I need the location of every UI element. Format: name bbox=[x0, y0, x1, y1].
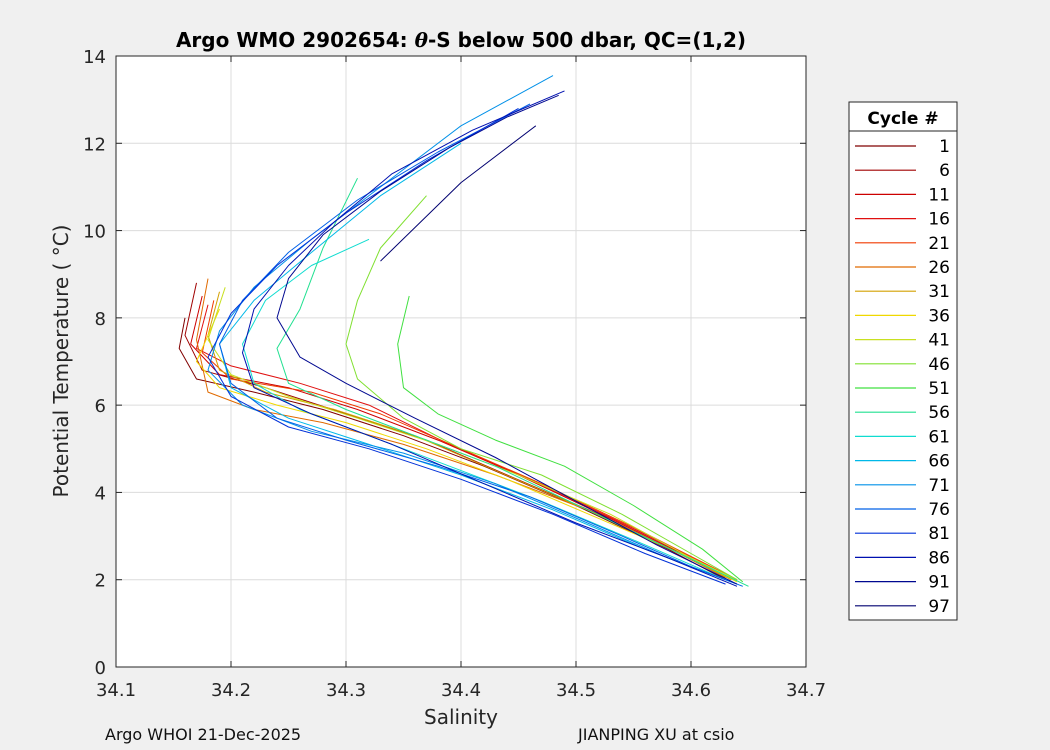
x-tick-label: 34.1 bbox=[96, 680, 136, 701]
legend-title: Cycle # bbox=[867, 109, 938, 129]
legend-label: 76 bbox=[928, 500, 950, 520]
legend-label: 41 bbox=[928, 331, 950, 351]
legend-label: 21 bbox=[928, 234, 950, 254]
legend: Cycle # 16111621263136414651566166717681… bbox=[848, 101, 958, 621]
legend-label: 6 bbox=[939, 161, 950, 181]
legend-label: 51 bbox=[928, 379, 950, 399]
y-tick-label: 12 bbox=[83, 134, 106, 155]
legend-label: 16 bbox=[928, 210, 950, 230]
axis-ticks: 34.1 34.2 34.3 34.4 34.5 34.6 34.7 0 2 4 6 8 10 12 14 bbox=[83, 47, 826, 701]
title-theta-symbol: θ bbox=[415, 28, 429, 52]
series-line-cycle-1 bbox=[178, 317, 726, 581]
x-tick-label: 34.5 bbox=[556, 680, 596, 701]
series-line-cycle-41 bbox=[207, 287, 738, 581]
series-line-cycle-71 bbox=[207, 75, 738, 585]
x-tick-label: 34.2 bbox=[211, 680, 251, 701]
chart-title: Argo WMO 2902654: θ-S below 500 dbar, QC… bbox=[176, 28, 746, 52]
legend-label: 61 bbox=[928, 427, 950, 447]
series-line-cycle-91 bbox=[276, 94, 738, 585]
x-tick-label: 34.6 bbox=[671, 680, 711, 701]
y-tick-label: 4 bbox=[95, 483, 106, 504]
data-series bbox=[178, 75, 749, 587]
legend-label: 1 bbox=[939, 137, 950, 157]
legend-label: 91 bbox=[928, 573, 950, 593]
series-line-cycle-86 bbox=[242, 90, 738, 587]
series-line-cycle-21 bbox=[201, 300, 738, 581]
series-line-cycle-46 bbox=[345, 195, 738, 581]
legend-label: 31 bbox=[928, 282, 950, 302]
x-tick-label: 34.4 bbox=[441, 680, 481, 701]
title-prefix: Argo WMO 2902654: bbox=[176, 28, 415, 52]
x-axis-label: Salinity bbox=[424, 705, 498, 729]
legend-label: 11 bbox=[928, 185, 950, 205]
y-tick-label: 2 bbox=[95, 571, 106, 592]
series-line-cycle-97 bbox=[380, 125, 537, 262]
series-line-cycle-81 bbox=[207, 107, 726, 585]
footer-left: Argo WHOI 21-Dec-2025 bbox=[105, 725, 302, 744]
series-line-cycle-76 bbox=[219, 103, 743, 587]
y-tick-label: 0 bbox=[95, 658, 106, 679]
legend-label: 86 bbox=[928, 548, 950, 568]
title-suffix: -S below 500 dbar, QC=(1,2) bbox=[428, 28, 746, 52]
legend-label: 81 bbox=[928, 524, 950, 544]
footer-right: JIANPING XU at csio bbox=[578, 725, 735, 744]
legend-label: 26 bbox=[928, 258, 950, 278]
series-line-cycle-51 bbox=[397, 295, 744, 583]
y-axis-label: Potential Temperature ( °C) bbox=[49, 225, 73, 498]
y-tick-label: 6 bbox=[95, 396, 106, 417]
legend-label: 36 bbox=[928, 306, 950, 326]
series-line-cycle-66 bbox=[219, 142, 726, 581]
series-line-cycle-61 bbox=[242, 238, 726, 581]
legend-label: 66 bbox=[928, 452, 950, 472]
x-tick-label: 34.7 bbox=[786, 680, 826, 701]
series-line-cycle-11 bbox=[190, 295, 732, 581]
legend-label: 97 bbox=[928, 597, 950, 617]
y-tick-label: 8 bbox=[95, 309, 106, 330]
x-tick-label: 34.3 bbox=[326, 680, 366, 701]
legend-label: 56 bbox=[928, 403, 950, 423]
legend-label: 46 bbox=[928, 355, 950, 375]
y-tick-label: 10 bbox=[83, 222, 106, 243]
y-tick-label: 14 bbox=[83, 47, 106, 68]
legend-label: 71 bbox=[928, 476, 950, 496]
